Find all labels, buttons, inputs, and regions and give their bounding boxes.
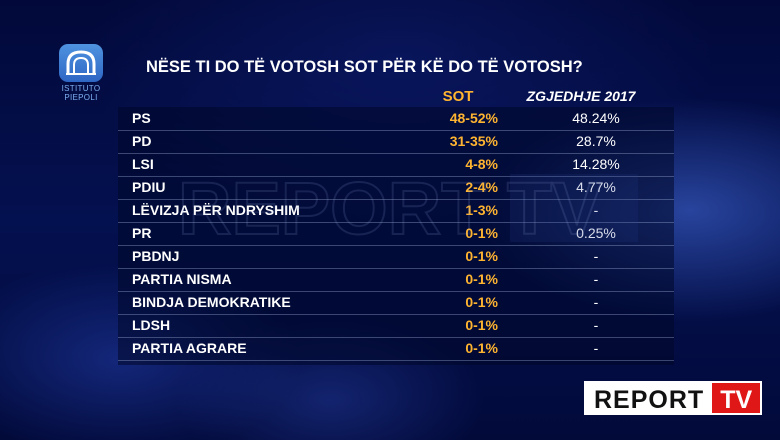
table-row: LDSH 0-1% - — [118, 314, 674, 338]
sot-value: 4-8% — [465, 156, 498, 172]
table-row: LSI 4-8% 14.28% — [118, 153, 674, 177]
zgjedhje-value: - — [593, 317, 599, 333]
table-row: PARTIA AGRARE 0-1% - — [118, 337, 674, 361]
party-name: PS — [132, 110, 151, 126]
party-name: PD — [132, 133, 152, 149]
zgjedhje-value: - — [593, 248, 599, 264]
poll-results-table: PS 48-52% 48.24% PD 31-35% 28.7% LSI 4-8… — [118, 107, 674, 365]
sot-value: 2-4% — [465, 179, 498, 195]
party-name: PBDNJ — [132, 248, 180, 264]
party-name: BINDJA DEMOKRATIKE — [132, 294, 291, 310]
table-row: PARTIA NISMA 0-1% - — [118, 268, 674, 292]
sot-value: 31-35% — [449, 133, 498, 149]
zgjedhje-value: 4.77% — [576, 179, 616, 195]
zgjedhje-value: - — [593, 202, 599, 218]
sot-value: 0-1% — [465, 225, 498, 241]
party-name: PR — [132, 225, 152, 241]
logo-text: ISTITUTO PIEPOLI — [56, 84, 106, 102]
party-name: PARTIA AGRARE — [132, 340, 247, 356]
party-name: LSI — [132, 156, 154, 172]
zgjedhje-value: 48.24% — [572, 110, 620, 126]
table-row: PDIU 2-4% 4.77% — [118, 176, 674, 200]
sot-value: 0-1% — [465, 340, 498, 356]
table-row: PBDNJ 0-1% - — [118, 245, 674, 269]
sot-value: 0-1% — [465, 294, 498, 310]
table-row: PR 0-1% 0.25% — [118, 222, 674, 246]
table-row: BINDJA DEMOKRATIKE 0-1% - — [118, 291, 674, 315]
table-row: PD 31-35% 28.7% — [118, 130, 674, 154]
sot-value: 0-1% — [465, 271, 498, 287]
sot-value: 1-3% — [465, 202, 498, 218]
column-header-zgjedhje-2017: ZGJEDHJE 2017 — [526, 88, 636, 104]
zgjedhje-value: - — [593, 271, 599, 287]
logo-line-2: PIEPOLI — [64, 93, 98, 102]
column-header-sot: SOT — [442, 88, 474, 105]
zgjedhje-value: - — [593, 294, 599, 310]
zgjedhje-value: 28.7% — [576, 133, 616, 149]
zgjedhje-value: - — [593, 340, 599, 356]
logo-line-1: ISTITUTO — [61, 84, 101, 93]
sot-value: 48-52% — [449, 110, 498, 126]
poll-question-title: NËSE TI DO TË VOTOSH SOT PËR KË DO TË VO… — [146, 58, 583, 76]
zgjedhje-value: 14.28% — [572, 156, 620, 172]
sot-value: 0-1% — [465, 317, 498, 333]
istituto-piepoli-logo: ISTITUTO PIEPOLI — [56, 44, 106, 104]
table-row: PS 48-52% 48.24% — [118, 107, 674, 131]
brand-tv: TV — [712, 381, 763, 415]
party-name: LDSH — [132, 317, 171, 333]
party-name: LËVIZJA PËR NDRYSHIM — [132, 202, 300, 218]
sot-value: 0-1% — [465, 248, 498, 264]
brand-report: REPORT — [584, 381, 713, 415]
party-name: PDIU — [132, 179, 166, 195]
report-tv-brand: REPORT TV — [584, 381, 763, 415]
party-name: PARTIA NISMA — [132, 271, 232, 287]
zgjedhje-value: 0.25% — [576, 225, 616, 241]
piepoli-arch-icon — [59, 44, 103, 82]
table-row: LËVIZJA PËR NDRYSHIM 1-3% - — [118, 199, 674, 223]
